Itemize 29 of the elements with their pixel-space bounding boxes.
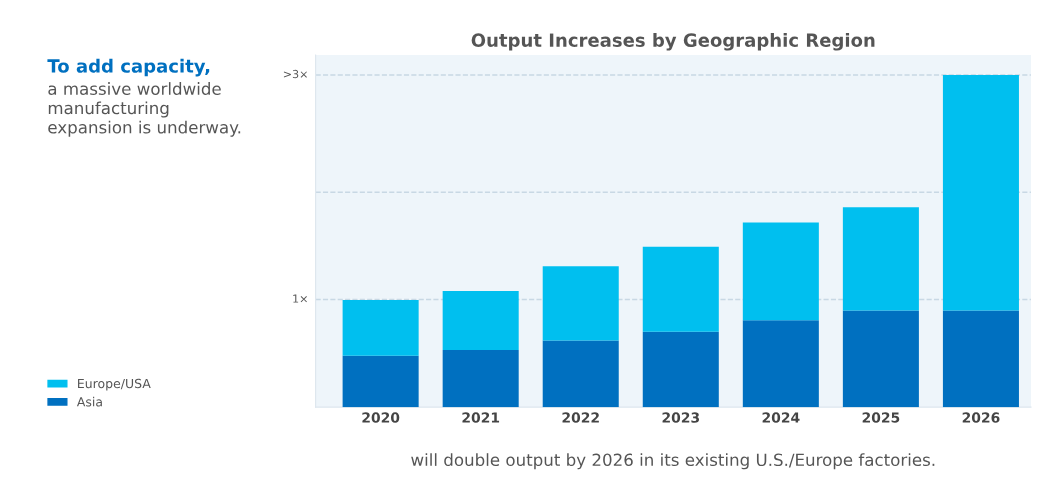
x-tick-label: 2020 [362, 412, 400, 423]
legend-label: Europe/USA [78, 378, 151, 391]
bar [842, 310, 919, 408]
ref-line-label: >3× [283, 69, 307, 79]
x-tick-label: 2022 [562, 412, 599, 423]
bar [342, 355, 419, 408]
text: a massive worldwide manufacturing expansion is underway. [48, 82, 241, 137]
bar [742, 320, 819, 408]
bar [742, 222, 819, 321]
bar [442, 290, 519, 351]
bar [942, 74, 1019, 311]
bar [542, 340, 619, 408]
chart-title: Output Increases by Geographic Region [471, 33, 875, 51]
x-tick-label: 2026 [962, 412, 1000, 423]
bar [642, 331, 719, 408]
bar [542, 266, 619, 341]
bar [342, 299, 419, 356]
bar [642, 246, 719, 332]
bar [442, 350, 519, 408]
text: To add capacity, [47, 58, 210, 77]
x-tick-label: 2024 [762, 412, 800, 423]
legend-label: Asia [76, 396, 102, 407]
x-tick-label: 2025 [862, 412, 900, 423]
ref-line-label: 1× [293, 294, 307, 303]
x-tick-label: 2021 [462, 412, 500, 423]
text: will double output by 2026 in its existing U.S./Europe factories. [411, 453, 935, 470]
bar [842, 207, 919, 311]
x-tick-label: 2023 [662, 412, 700, 423]
bar [942, 310, 1019, 408]
